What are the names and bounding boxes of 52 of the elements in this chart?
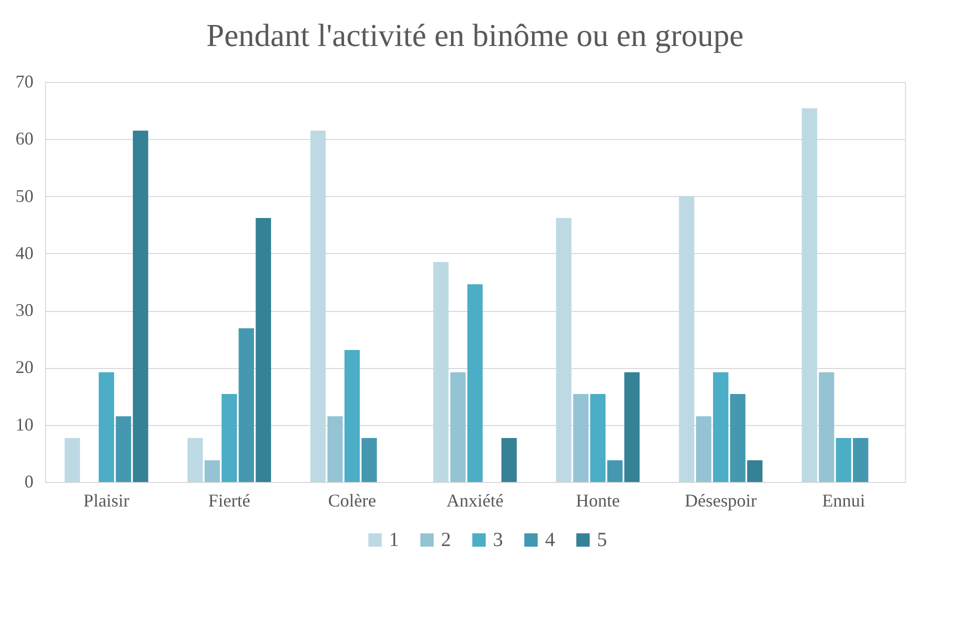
bar (852, 438, 868, 482)
bar (624, 372, 640, 482)
bar (64, 438, 80, 482)
y-tick-label: 10 (16, 414, 34, 434)
chart-title: Pendant l'activité en binôme ou en groupe (206, 17, 744, 53)
y-tick-label: 60 (16, 128, 34, 149)
bar (713, 372, 728, 482)
x-tick-label: Fierté (208, 490, 250, 510)
legend-label: 5 (597, 529, 607, 551)
bar (607, 460, 623, 482)
legend-label: 1 (389, 529, 399, 551)
bar (696, 416, 712, 482)
x-tick-label: Colère (328, 490, 376, 510)
bar (450, 372, 466, 482)
bar (327, 416, 343, 482)
bar (238, 328, 254, 482)
bar (836, 438, 852, 482)
bar (204, 460, 220, 482)
bar (747, 460, 762, 482)
legend-label: 2 (441, 529, 451, 551)
bar (730, 394, 746, 482)
bar (222, 394, 237, 482)
x-tick-label: Désespoir (684, 490, 757, 510)
x-tick-label: Ennui (822, 490, 866, 510)
y-tick-label: 20 (16, 357, 34, 378)
y-tick-label: 0 (24, 472, 34, 492)
legend-label: 4 (545, 529, 555, 551)
bar (501, 438, 517, 482)
bar (556, 218, 572, 482)
bar (433, 262, 449, 482)
bar (116, 416, 132, 482)
bar (590, 394, 606, 482)
bar (818, 372, 834, 482)
y-tick-label: 50 (16, 186, 34, 206)
bar (256, 218, 272, 482)
x-tick-label: Honte (576, 490, 620, 510)
bar (98, 372, 114, 482)
y-tick-label: 70 (16, 72, 34, 92)
legend-label: 3 (493, 529, 503, 551)
y-tick-label: 40 (16, 242, 34, 263)
bar (132, 130, 148, 482)
x-tick-label: Anxiété (446, 490, 504, 510)
bar (188, 438, 203, 482)
y-tick-label: 30 (16, 300, 34, 320)
bar (362, 438, 377, 482)
bar (678, 196, 694, 482)
bar (573, 394, 588, 482)
bar (310, 130, 326, 482)
bar (467, 284, 483, 482)
x-tick-label: Plaisir (83, 490, 130, 510)
bar (802, 108, 818, 482)
bar (344, 350, 360, 482)
